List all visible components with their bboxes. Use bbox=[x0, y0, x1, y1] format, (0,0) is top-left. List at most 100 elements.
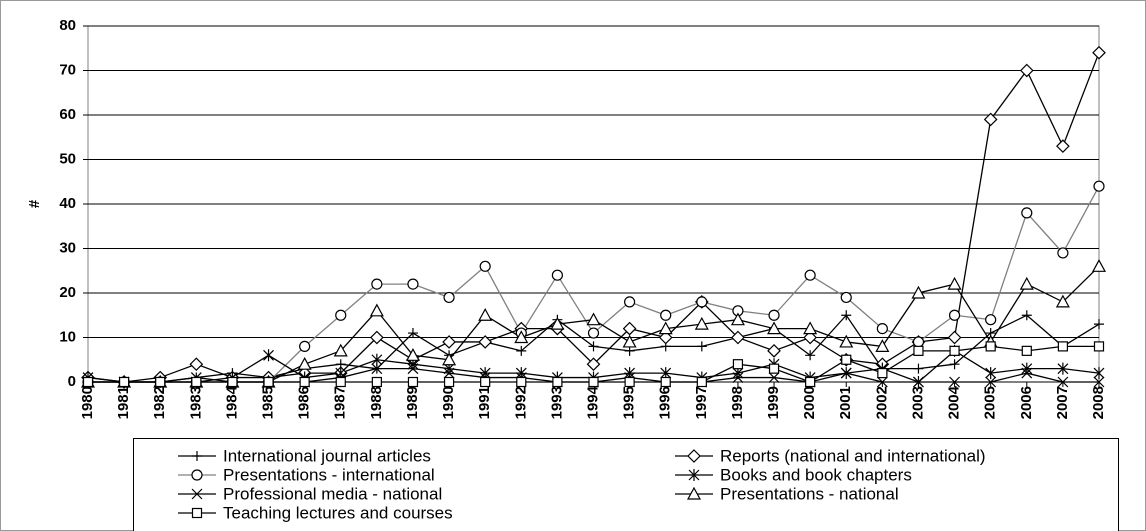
x-tick-label: 1991 bbox=[476, 386, 493, 419]
data-point bbox=[1019, 276, 1034, 290]
data-point bbox=[624, 376, 635, 388]
data-point bbox=[877, 368, 888, 379]
x-tick-label: 2003 bbox=[909, 386, 926, 419]
x-tick-label: 1981 bbox=[115, 386, 132, 419]
data-point bbox=[1091, 259, 1107, 272]
legend-label: Presentations - international bbox=[223, 465, 435, 484]
data-point bbox=[1021, 345, 1032, 356]
y-tick-label: 0 bbox=[68, 373, 76, 390]
data-point bbox=[587, 327, 600, 339]
legend-label: Presentations - national bbox=[720, 484, 899, 503]
data-point bbox=[947, 330, 962, 345]
data-point bbox=[442, 335, 456, 349]
data-point bbox=[335, 376, 346, 388]
data-point bbox=[443, 291, 455, 304]
data-point bbox=[660, 376, 671, 388]
x-tick-label: 1999 bbox=[765, 386, 782, 419]
data-point bbox=[624, 296, 636, 308]
x-tick-label: 1980 bbox=[79, 386, 96, 419]
data-point bbox=[588, 341, 599, 352]
y-tick-label: 70 bbox=[59, 61, 76, 78]
data-point bbox=[1057, 341, 1068, 352]
data-point bbox=[1021, 310, 1032, 321]
data-point bbox=[299, 376, 310, 388]
x-tick-label: 2006 bbox=[1018, 386, 1035, 419]
data-point bbox=[658, 321, 673, 335]
data-point bbox=[767, 321, 782, 335]
x-tick-label: 1984 bbox=[223, 385, 240, 419]
data-point bbox=[1021, 207, 1033, 219]
legend-marker bbox=[191, 488, 203, 500]
data-point bbox=[913, 345, 924, 356]
data-point bbox=[768, 372, 780, 383]
data-point bbox=[478, 307, 493, 321]
y-axis-label: # bbox=[26, 199, 43, 208]
data-point bbox=[696, 341, 707, 352]
data-point bbox=[119, 376, 130, 388]
data-point bbox=[443, 376, 455, 388]
data-point bbox=[442, 352, 457, 366]
x-tick-label: 2004 bbox=[946, 385, 963, 419]
data-point bbox=[443, 367, 455, 379]
data-point bbox=[803, 330, 817, 345]
data-point bbox=[985, 367, 997, 380]
data-point bbox=[371, 278, 383, 290]
data-point bbox=[985, 376, 997, 388]
y-tick-label: 20 bbox=[59, 284, 76, 301]
data-point bbox=[514, 330, 529, 344]
data-point bbox=[333, 343, 348, 357]
x-tick-label: 1989 bbox=[404, 386, 421, 419]
x-tick-label: 2002 bbox=[873, 386, 890, 419]
y-tick-label: 30 bbox=[59, 239, 76, 256]
data-point bbox=[876, 376, 888, 388]
data-point bbox=[263, 376, 274, 388]
data-point bbox=[913, 363, 924, 374]
x-tick-label: 1982 bbox=[151, 386, 168, 419]
data-point bbox=[189, 357, 204, 372]
legend-marker bbox=[191, 507, 203, 519]
data-point bbox=[983, 112, 998, 127]
legend-label: Books and book chapters bbox=[720, 465, 912, 484]
data-point bbox=[516, 376, 527, 388]
x-tick-label: 2008 bbox=[1090, 386, 1107, 419]
data-point bbox=[876, 323, 888, 335]
legend-label: International journal articles bbox=[223, 446, 431, 465]
y-tick-label: 60 bbox=[59, 106, 76, 123]
data-point bbox=[948, 309, 961, 321]
data-point bbox=[586, 357, 601, 372]
x-tick-label: 1997 bbox=[693, 386, 710, 419]
data-point bbox=[371, 376, 382, 388]
data-point bbox=[480, 376, 491, 388]
data-point bbox=[478, 335, 493, 349]
data-point bbox=[732, 372, 744, 383]
data-point bbox=[1094, 319, 1104, 330]
x-tick-label: 1993 bbox=[548, 386, 565, 419]
data-point bbox=[732, 359, 744, 370]
data-point bbox=[191, 376, 202, 388]
x-tick-label: 2000 bbox=[801, 386, 818, 419]
data-point bbox=[1093, 180, 1105, 192]
x-tick-label: 1996 bbox=[657, 386, 674, 419]
data-point bbox=[911, 285, 926, 299]
x-tick-label: 2007 bbox=[1054, 386, 1071, 419]
data-point bbox=[622, 321, 637, 336]
data-point bbox=[949, 376, 960, 388]
data-point bbox=[840, 291, 852, 304]
x-tick-label: 1992 bbox=[512, 386, 529, 419]
data-point bbox=[479, 260, 491, 272]
data-point bbox=[1019, 63, 1034, 78]
data-point bbox=[913, 376, 924, 388]
data-point bbox=[550, 316, 565, 330]
data-point bbox=[586, 312, 601, 326]
data-point bbox=[768, 363, 780, 374]
data-point bbox=[947, 276, 962, 290]
data-point bbox=[840, 367, 852, 379]
data-point bbox=[622, 334, 637, 348]
data-point bbox=[985, 314, 997, 326]
data-point bbox=[768, 309, 780, 321]
y-tick-label: 80 bbox=[59, 17, 76, 34]
data-point bbox=[155, 376, 166, 388]
x-tick-label: 1994 bbox=[584, 385, 601, 419]
data-point bbox=[767, 344, 781, 358]
